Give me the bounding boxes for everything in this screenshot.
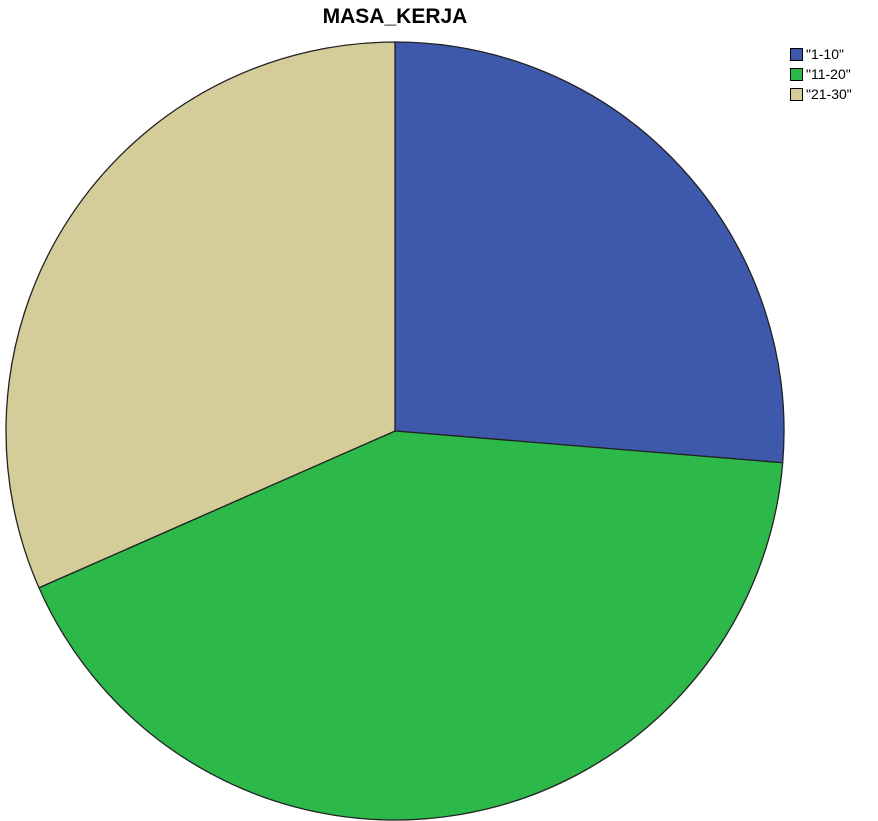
legend-item-21-30: "21-30": [790, 84, 852, 104]
pie-slices: [5, 41, 785, 821]
legend-swatch-1-10: [790, 47, 803, 61]
chart-title: MASA_KERJA: [322, 5, 468, 28]
legend-label-11-20: "11-20": [806, 66, 851, 82]
legend-label-1-10: "1-10": [806, 46, 844, 62]
legend-label-21-30: "21-30": [806, 86, 852, 102]
legend-item-1-10: "1-10": [790, 44, 852, 64]
pie-slice-11-20: [38, 430, 784, 821]
legend-swatch-21-30: [790, 87, 803, 101]
legend-swatch-11-20: [790, 67, 803, 81]
pie-slice-1-10: [394, 41, 785, 464]
legend-item-11-20: "11-20": [790, 64, 852, 84]
pie-slice-21-30: [5, 41, 396, 589]
legend: "1-10" "11-20" "21-30": [790, 44, 852, 104]
